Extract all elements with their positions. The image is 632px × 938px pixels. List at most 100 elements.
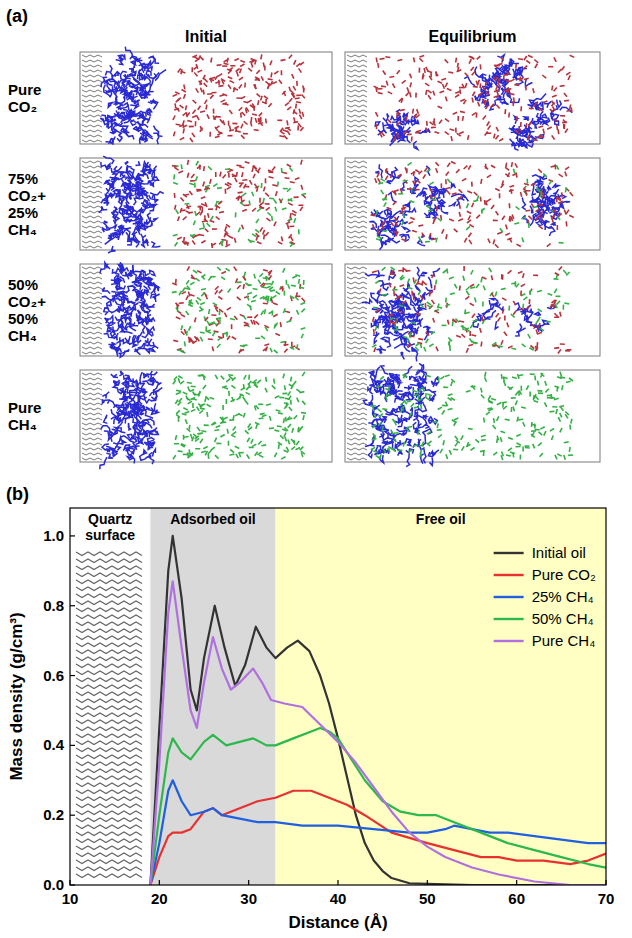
- co2-molecule: [241, 96, 245, 98]
- co2-molecule: [442, 229, 444, 234]
- row-label-line: Pure: [8, 81, 41, 98]
- oil-molecule: [122, 210, 133, 214]
- co2-molecule: [447, 191, 450, 195]
- co2-molecule: [174, 167, 178, 170]
- co2-molecule: [194, 72, 197, 76]
- ch4-molecule: [428, 210, 433, 211]
- co2-molecule: [205, 202, 207, 207]
- oil-molecule: [547, 196, 551, 205]
- ch4-molecule: [274, 350, 278, 353]
- oil-molecule: [107, 298, 113, 306]
- oil-molecule: [124, 115, 129, 120]
- ch4-molecule: [189, 301, 192, 305]
- co2-molecule: [232, 123, 237, 125]
- co2-molecule: [254, 84, 256, 89]
- oil-molecule: [540, 117, 550, 124]
- quartz-atoms: [347, 236, 367, 238]
- quartz-atoms: [347, 120, 367, 122]
- quartz-atoms: [82, 277, 102, 279]
- co2-molecule: [182, 292, 186, 294]
- ch4-molecule: [301, 328, 306, 330]
- ch4-molecule: [263, 198, 264, 203]
- ch4-molecule: [251, 300, 256, 301]
- co2-molecule: [234, 267, 237, 271]
- oil-molecule: [150, 270, 155, 275]
- co2-molecule: [481, 179, 482, 184]
- oil-molecule: [483, 87, 489, 91]
- quartz-atoms: [82, 120, 102, 122]
- quartz-atoms: [347, 60, 367, 62]
- oil-molecule: [139, 69, 144, 79]
- co2-molecule: [391, 222, 394, 226]
- co2-molecule: [261, 54, 262, 59]
- ch4-molecule: [283, 188, 288, 190]
- co2-molecule: [487, 199, 491, 202]
- co2-molecule: [452, 193, 457, 194]
- co2-molecule: [526, 61, 530, 64]
- oil-molecule: [134, 196, 139, 205]
- co2-molecule: [197, 116, 199, 120]
- co2-molecule: [292, 74, 294, 79]
- quartz-atoms: [347, 332, 367, 334]
- ch4-molecule: [383, 197, 386, 201]
- co2-molecule: [266, 207, 270, 210]
- co2-molecule: [243, 133, 248, 135]
- co2-molecule: [541, 194, 543, 199]
- co2-molecule: [509, 216, 510, 221]
- co2-molecule: [207, 93, 212, 95]
- co2-molecule: [239, 349, 242, 353]
- ch4-molecule: [197, 297, 201, 300]
- co2-molecule: [240, 183, 243, 187]
- ch4-molecule: [213, 184, 217, 187]
- ch4-molecule: [186, 331, 188, 336]
- co2-molecule: [388, 92, 392, 94]
- co2-molecule: [479, 197, 481, 202]
- co2-molecule: [380, 133, 383, 137]
- co2-molecule: [210, 78, 212, 83]
- ch4-molecule: [201, 288, 206, 291]
- co2-molecule: [472, 113, 476, 116]
- co2-molecule: [287, 131, 290, 135]
- co2-molecule: [509, 190, 514, 191]
- co2-molecule: [441, 78, 446, 80]
- oil-molecule: [115, 287, 122, 290]
- co2-molecule: [478, 102, 480, 107]
- quartz-atoms: [82, 186, 102, 188]
- co2-molecule: [173, 94, 178, 96]
- co2-molecule: [181, 314, 185, 316]
- ch4-molecule: [526, 179, 528, 184]
- ch4-molecule: [473, 200, 478, 201]
- co2-molecule: [178, 171, 183, 173]
- co2-molecule: [189, 126, 194, 128]
- ch4-molecule: [200, 331, 205, 333]
- quartz-atoms: [347, 176, 367, 178]
- ch4-molecule: [277, 182, 279, 187]
- co2-molecule: [510, 79, 514, 81]
- co2-molecule: [213, 116, 215, 120]
- co2-molecule: [493, 220, 498, 222]
- co2-molecule: [279, 199, 282, 203]
- co2-molecule: [563, 124, 565, 129]
- co2-molecule: [215, 127, 218, 131]
- oil-molecule: [124, 298, 132, 303]
- co2-molecule: [237, 72, 239, 77]
- co2-molecule: [183, 120, 184, 125]
- quartz-atoms: [82, 196, 102, 198]
- co2-molecule: [433, 118, 435, 123]
- co2-molecule: [192, 133, 195, 137]
- oil-molecule: [112, 345, 121, 352]
- quartz-atoms: [82, 327, 102, 329]
- co2-molecule: [465, 73, 468, 77]
- co2-molecule: [488, 126, 491, 130]
- co2-molecule: [268, 103, 271, 107]
- co2-molecule: [241, 135, 244, 139]
- ch4-molecule: [376, 239, 381, 241]
- co2-molecule: [245, 162, 250, 164]
- co2-molecule: [552, 95, 557, 97]
- ch4-molecule: [196, 300, 199, 304]
- ch4-molecule: [230, 318, 235, 319]
- oil-molecule: [112, 177, 115, 186]
- quartz-atoms: [82, 100, 102, 102]
- co2-molecule: [570, 55, 575, 57]
- oil-molecule: [384, 238, 390, 245]
